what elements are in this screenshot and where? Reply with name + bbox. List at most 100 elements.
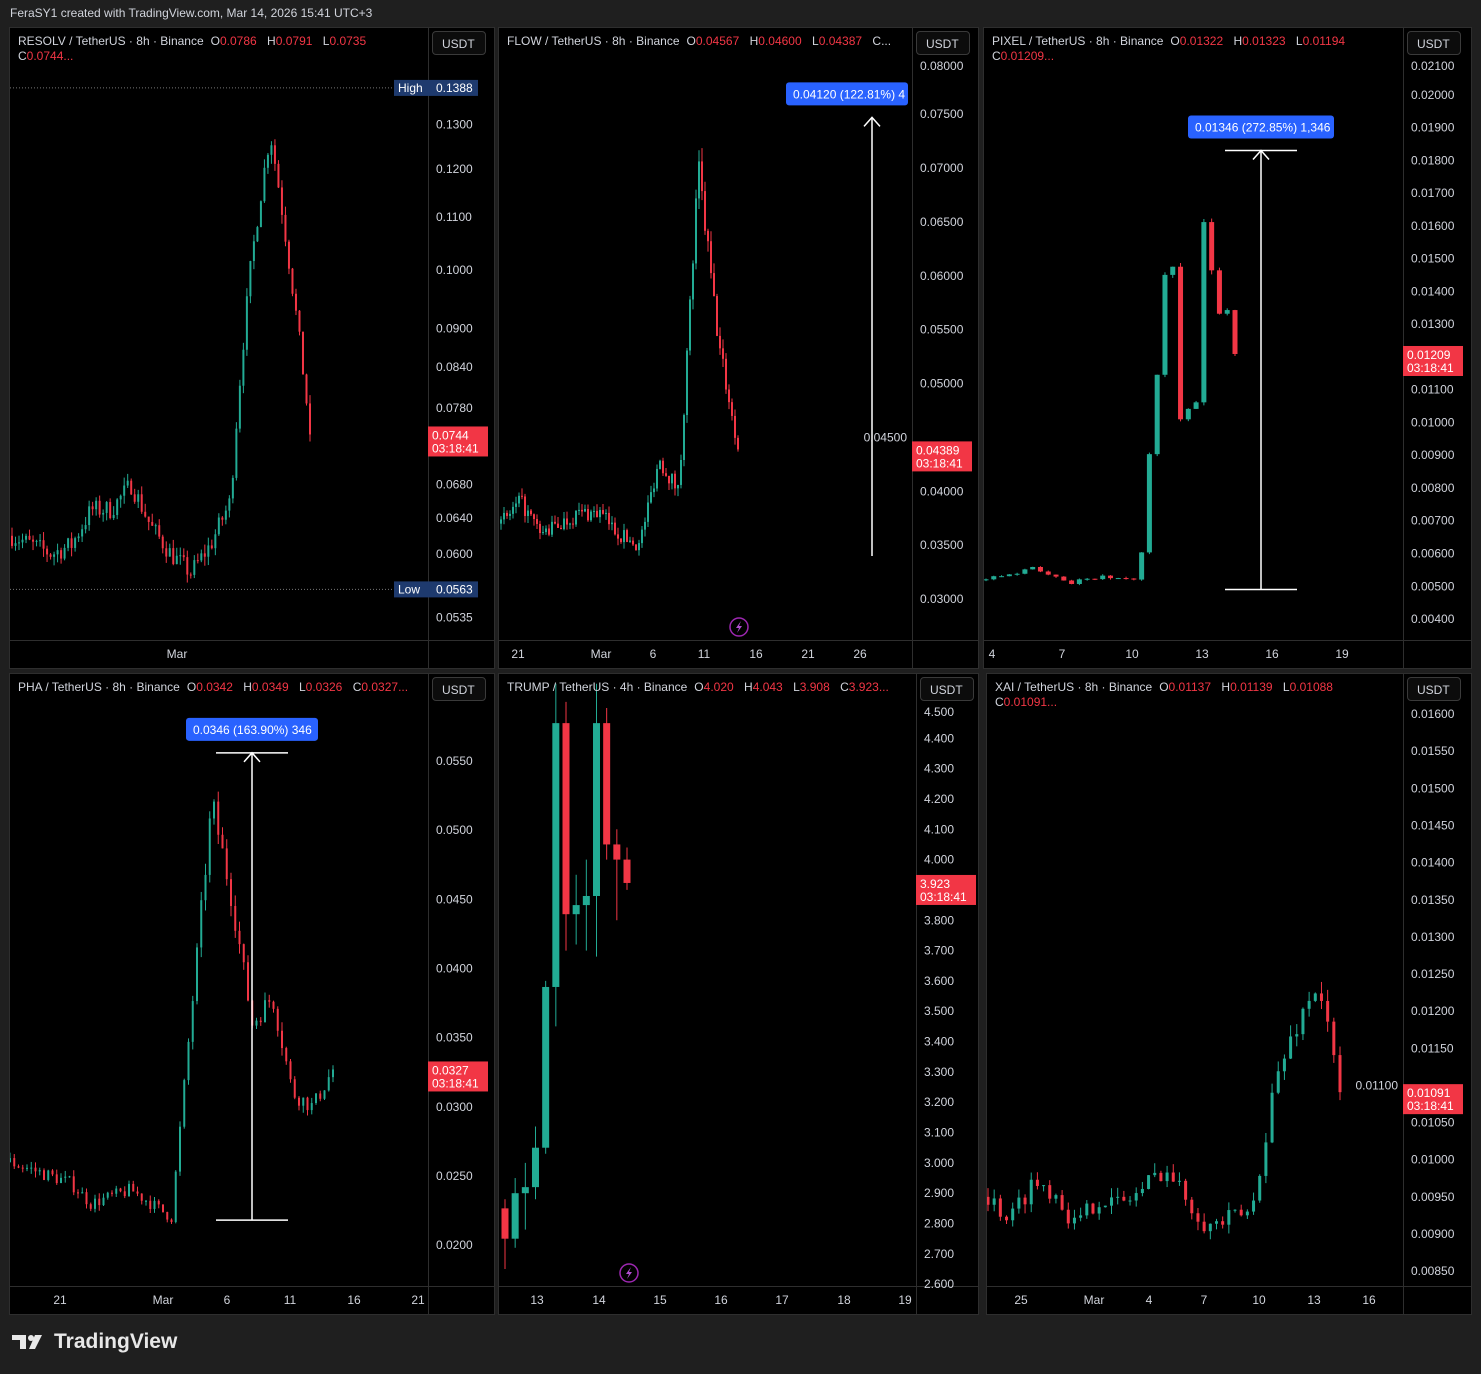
- symbol-legend[interactable]: PHA / TetherUS · 8h · Binance O0.0342 H0.…: [18, 680, 415, 695]
- candle: [1006, 574, 1012, 577]
- chart-panel-6[interactable]: 0.01600 0.01550 0.01500 0.01450 0.01400 0.013…: [986, 673, 1472, 1315]
- candle-body: [144, 511, 147, 517]
- time-tick-label: 16: [1362, 1293, 1376, 1307]
- chart-panel-5[interactable]: 4.500 4.400 4.300 4.200 4.100 4.000 3.800 3.700…: [498, 673, 979, 1315]
- candle: [539, 520, 541, 540]
- candle-body: [605, 512, 607, 514]
- candle: [620, 538, 622, 544]
- candle: [298, 1096, 300, 1111]
- candle-body: [992, 1198, 996, 1205]
- price-range-measure[interactable]: 0.01346 (272.85%) 1,346: [1188, 115, 1334, 591]
- chart-canvas[interactable]: 0.02100 0.02000 0.01900 0.01800 0.01700 0.016…: [984, 28, 1471, 668]
- chart-panel-2[interactable]: 0.08000 0.07500 0.07000 0.06500 0.06000 0.055…: [498, 27, 979, 669]
- candle: [575, 510, 577, 527]
- candle: [213, 799, 215, 825]
- candle-body: [166, 1212, 169, 1220]
- candle-body: [614, 522, 616, 535]
- chart-canvas[interactable]: 0.0550 0.0500 0.0450 0.0400 0.0350 0.0300 0.02…: [10, 674, 494, 1314]
- chart-canvas[interactable]: 0.1300 0.1200 0.1100 0.1000 0.0900 0.0840 0.07…: [10, 28, 494, 668]
- candle-body: [53, 554, 56, 557]
- chart-panel-3[interactable]: 0.02100 0.02000 0.01900 0.01800 0.01700 0.016…: [983, 27, 1472, 669]
- currency-button[interactable]: USDT: [1407, 31, 1461, 55]
- candle-body: [210, 545, 213, 549]
- candles: [501, 683, 631, 1270]
- price-range-measure[interactable]: 0.0346 (163.90%) 346: [186, 717, 318, 1221]
- symbol-legend[interactable]: TRUMP / TetherUS · 4h · Binance O4.020 H4…: [507, 680, 896, 695]
- candle-body: [154, 525, 157, 527]
- candle-body: [500, 519, 502, 524]
- ohlc-value: 3.908: [799, 680, 830, 694]
- chart-panel-4[interactable]: 0.0550 0.0500 0.0450 0.0400 0.0350 0.0300 0.02…: [9, 673, 495, 1315]
- bar-countdown: 03:18:41: [432, 441, 479, 455]
- candle-body: [119, 1188, 122, 1192]
- candle-body: [533, 514, 535, 520]
- candle: [1307, 991, 1311, 1017]
- candle: [545, 525, 547, 535]
- candle: [1131, 578, 1137, 581]
- candle: [524, 493, 526, 523]
- candle: [515, 496, 517, 514]
- candle: [291, 267, 294, 297]
- currency-button[interactable]: USDT: [1407, 677, 1461, 701]
- candle: [191, 995, 194, 1050]
- candle-body: [21, 1167, 24, 1169]
- currency-button[interactable]: USDT: [432, 677, 486, 701]
- candle: [47, 1169, 50, 1182]
- symbol-legend[interactable]: FLOW / TetherUS · 8h · Binance O0.04567 H…: [507, 34, 898, 49]
- candle: [119, 1187, 122, 1193]
- candle-body: [650, 492, 652, 503]
- price-range-measure[interactable]: 0.04120 (122.81%) 4: [786, 82, 908, 556]
- candle-body: [204, 874, 207, 901]
- symbol-legend[interactable]: PIXEL / TetherUS · 8h · Binance O0.01322 …: [992, 34, 1395, 64]
- candle: [72, 1170, 75, 1196]
- candle-body: [1069, 580, 1075, 584]
- candle: [39, 534, 42, 547]
- price-tick-label: 0.0780: [436, 401, 473, 415]
- tradingview-logo[interactable]: TradingView: [12, 1330, 177, 1354]
- candle-body: [26, 1167, 28, 1169]
- candle-body: [611, 522, 613, 525]
- price-tick-label: 0.01400: [1411, 856, 1455, 870]
- symbol-legend[interactable]: XAI / TetherUS · 8h · Binance O0.01137 H0…: [995, 680, 1395, 710]
- chart-canvas[interactable]: 0.08000 0.07500 0.07000 0.06500 0.06000 0.055…: [499, 28, 978, 668]
- candle-body: [701, 161, 703, 192]
- price-tick-label: 0.1100: [436, 210, 472, 224]
- symbol-legend[interactable]: RESOLV / TetherUS · 8h · Binance O0.0786 …: [18, 34, 420, 64]
- candle: [659, 459, 661, 470]
- lightning-icon[interactable]: [729, 617, 749, 637]
- price-tick-label: 3.200: [924, 1095, 954, 1109]
- candle-body: [1053, 574, 1059, 577]
- candle-body: [623, 530, 625, 543]
- candle-body: [545, 528, 547, 533]
- candle: [182, 548, 185, 561]
- candle-body: [524, 496, 526, 516]
- candle-body: [242, 944, 245, 963]
- candle-body: [1116, 1196, 1120, 1198]
- chart-canvas[interactable]: 4.500 4.400 4.300 4.200 4.100 4.000 3.800 3.700…: [499, 674, 978, 1314]
- candle-body: [710, 241, 712, 274]
- candle-body: [123, 485, 126, 496]
- candle-body: [1103, 1205, 1107, 1208]
- price-tick-label: 0.0640: [436, 511, 473, 525]
- ohlc-value: 0.0342: [196, 680, 233, 694]
- candle: [695, 189, 697, 270]
- measure-label: 0.0346 (163.90%) 346: [193, 723, 312, 737]
- candle-body: [641, 529, 643, 544]
- last-price: 3.923: [920, 877, 950, 891]
- currency-button[interactable]: USDT: [432, 31, 486, 55]
- candle: [128, 1180, 130, 1197]
- candle-body: [1332, 1021, 1336, 1056]
- candle-body: [165, 548, 168, 557]
- candle-body: [991, 576, 997, 580]
- candle: [562, 701, 570, 951]
- chart-panel-1[interactable]: 0.1300 0.1200 0.1100 0.1000 0.0900 0.0840 0.07…: [9, 27, 495, 669]
- currency-button[interactable]: USDT: [916, 31, 970, 55]
- currency-button[interactable]: USDT: [920, 677, 974, 701]
- candle-body: [578, 509, 580, 511]
- time-tick-label: 10: [1252, 1293, 1266, 1307]
- ohlc-value: 0.01194: [1302, 34, 1346, 48]
- chart-canvas[interactable]: 0.01600 0.01550 0.01500 0.01450 0.01400 0.013…: [987, 674, 1471, 1314]
- candle-body: [64, 1176, 67, 1178]
- candle: [689, 295, 691, 356]
- lightning-icon[interactable]: [619, 1263, 639, 1283]
